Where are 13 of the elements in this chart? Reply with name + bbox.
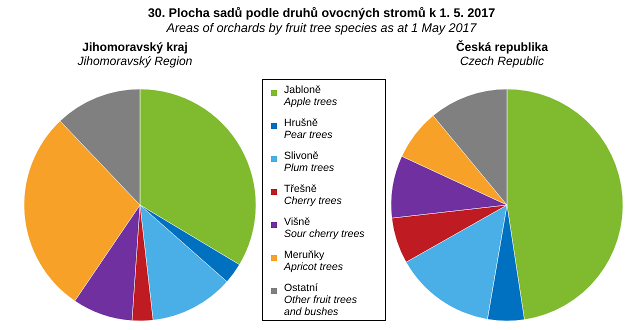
legend-label: Jabloně Apple trees — [284, 84, 338, 108]
legend-label: Třešně Cherry trees — [284, 183, 343, 207]
chart-title: Česká republika — [454, 40, 550, 54]
text: 30. Plocha sadů podle druhů ovocných stromů k 1. 5. 2017 — [146, 6, 496, 20]
legend-label: Meruňky Apricot trees — [284, 249, 344, 273]
text: Areas of orchards by fruit tree species as at 1 May 2017 — [165, 21, 478, 35]
legend-label: Ostatní Other fruit trees and bushes — [284, 282, 358, 318]
legend-label: Hrušně Pear trees — [284, 117, 334, 141]
chart-subtitle: Czech Republic — [458, 54, 546, 68]
chart-title: Jihomoravský kraj — [81, 40, 189, 54]
legend-label: Višně Sour cherry trees — [284, 216, 366, 240]
chart-subtitle: Jihomoravský Region — [76, 54, 194, 68]
legend-label: Slivoně Plum trees — [284, 150, 336, 174]
